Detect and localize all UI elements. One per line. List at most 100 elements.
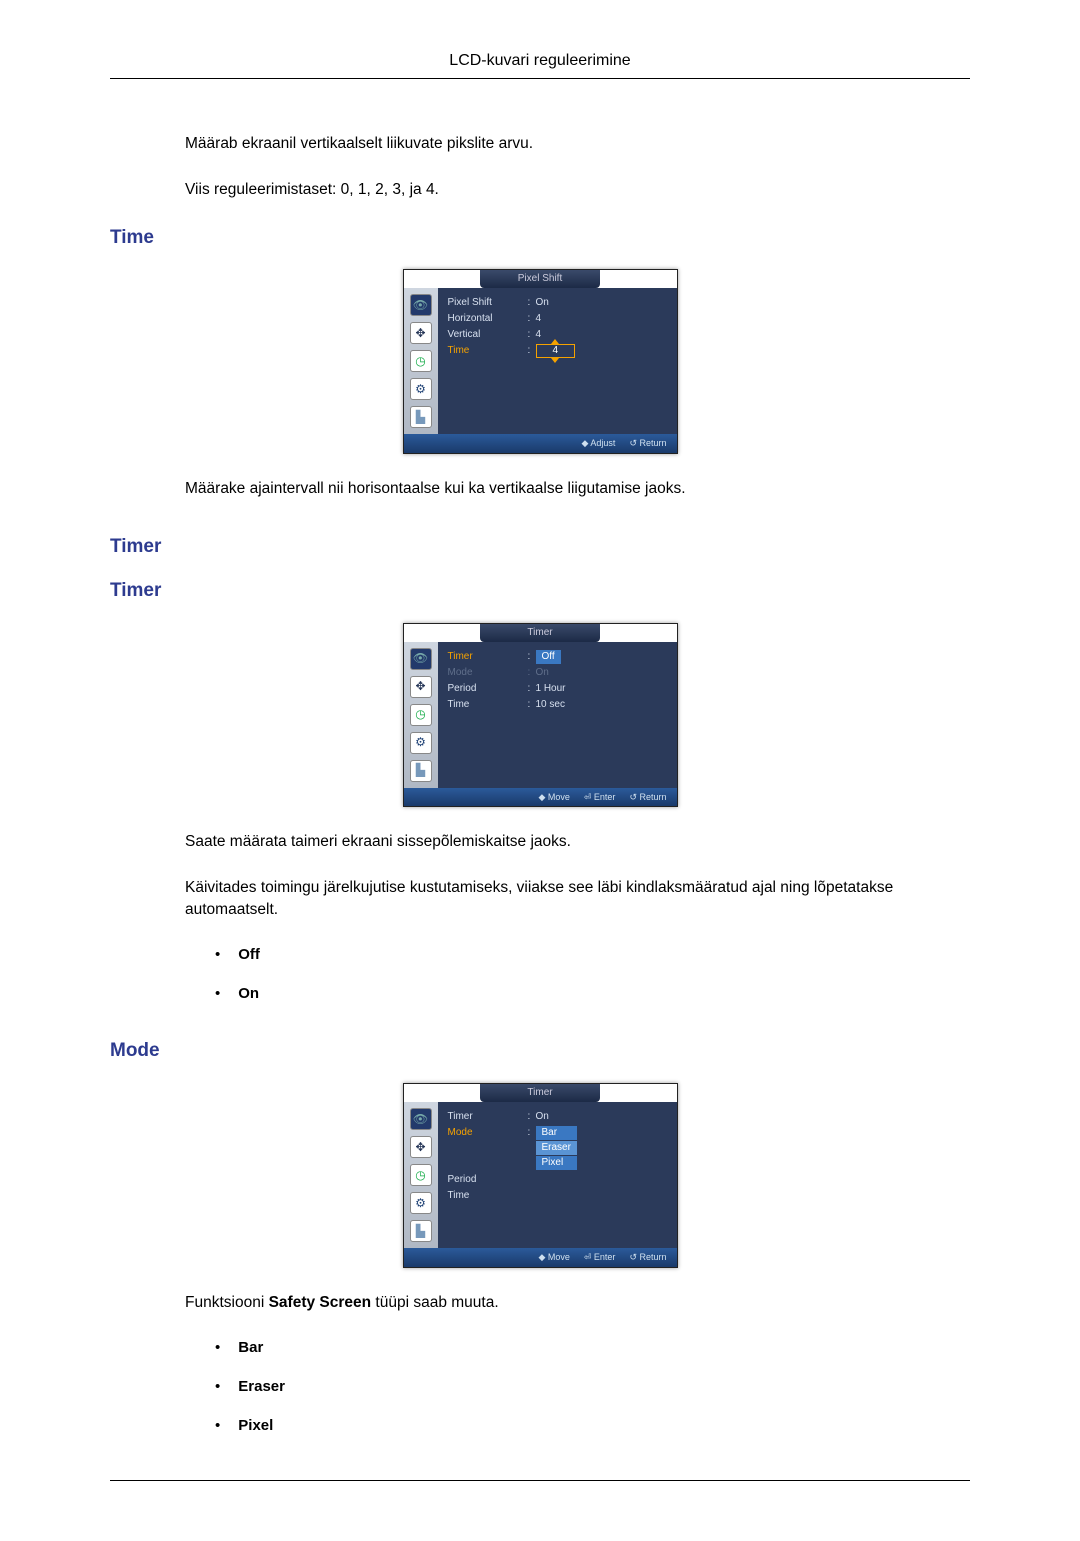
clock-icon: ◷ xyxy=(410,1164,432,1186)
mode-options-list: Bar Eraser Pixel xyxy=(215,1337,970,1436)
menu-label: Pixel Shift xyxy=(448,296,528,310)
timer-options-list: Off On xyxy=(215,944,970,1004)
page-header: LCD-kuvari reguleerimine xyxy=(110,50,970,79)
menu-value: 4 xyxy=(536,328,542,342)
chart-icon: ▙ xyxy=(410,760,432,782)
section-heading-time: Time xyxy=(110,225,970,252)
colon: : xyxy=(528,1126,536,1140)
colon: : xyxy=(528,344,536,358)
spinner-number: 4 xyxy=(553,345,559,356)
menu-row-active: Timer : Off xyxy=(448,650,667,664)
screenshot-icon-column: 👁 ✥ ◷ ⚙ ▙ xyxy=(404,288,438,434)
menu-row: Timer : On xyxy=(448,1110,667,1124)
menu-label: Period xyxy=(448,682,528,696)
screenshot-list: Timer : Off Mode : On Period : 1 Hour Ti… xyxy=(438,642,677,788)
list-item: Off xyxy=(215,944,970,965)
clock-icon: ◷ xyxy=(410,704,432,726)
footer-hint: ◆ Move xyxy=(538,791,569,804)
screenshot-body: 👁 ✥ ◷ ⚙ ▙ Timer : Off Mode : On Period :… xyxy=(404,642,677,788)
screenshot-footer: ◆ Move ⏎ Enter ↺ Return xyxy=(404,1248,677,1267)
menu-label: Timer xyxy=(448,650,528,664)
menu-value: On xyxy=(536,1110,549,1124)
menu-row-active: Time : 4 xyxy=(448,344,667,358)
menu-value: 10 sec xyxy=(536,698,565,712)
clock-icon: ◷ xyxy=(410,350,432,372)
footer-hint: ↺ Return xyxy=(629,791,666,804)
timer-description-1: Saate määrata taimeri ekraani sissepõlem… xyxy=(185,831,970,853)
footer-hint: ↺ Return xyxy=(629,437,666,450)
time-description: Määrake ajaintervall nii horisontaalse k… xyxy=(185,478,970,500)
menu-label: Time xyxy=(448,698,528,712)
option-label: Eraser xyxy=(238,1376,285,1397)
eye-icon: 👁 xyxy=(410,648,432,670)
screenshot-list: Timer : On Mode : Bar Eraser Pixel Perio… xyxy=(438,1102,677,1248)
list-item: Pixel xyxy=(215,1415,970,1436)
screenshot-footer: ◆ Move ⏎ Enter ↺ Return xyxy=(404,788,677,807)
triangle-up-icon xyxy=(551,339,559,344)
eye-icon: 👁 xyxy=(410,1108,432,1130)
menu-value: 1 Hour xyxy=(536,682,566,696)
list-item: Bar xyxy=(215,1337,970,1358)
mode-option: Bar xyxy=(536,1126,577,1140)
screenshot-title-tab: Pixel Shift xyxy=(480,270,600,288)
mode-description: Funktsiooni Safety Screen tüüpi saab muu… xyxy=(185,1292,970,1314)
menu-row: Period : 1 Hour xyxy=(448,682,667,696)
menu-label: Horizontal xyxy=(448,312,528,326)
menu-label: Timer xyxy=(448,1110,528,1124)
menu-label: Mode xyxy=(448,1126,528,1140)
screenshot-mode: Timer 👁 ✥ ◷ ⚙ ▙ Timer : On Mode : Bar Er… xyxy=(403,1083,678,1268)
option-label: Pixel xyxy=(238,1415,273,1436)
colon: : xyxy=(528,666,536,680)
menu-row: Mode : On xyxy=(448,666,667,680)
mode-option: Pixel xyxy=(536,1156,577,1170)
colon: : xyxy=(528,312,536,326)
gear-icon: ⚙ xyxy=(410,1192,432,1214)
gear-icon: ⚙ xyxy=(410,378,432,400)
menu-label: Vertical xyxy=(448,328,528,342)
intro-para-1: Määrab ekraanil vertikaalselt liikuvate … xyxy=(185,133,970,155)
timer-description-2: Käivitades toimingu järelkujutise kustut… xyxy=(185,877,970,920)
menu-row: Time xyxy=(448,1189,667,1203)
spinner-value: 4 xyxy=(536,344,576,358)
colon: : xyxy=(528,682,536,696)
gear-icon: ⚙ xyxy=(410,732,432,754)
screenshot-icon-column: 👁 ✥ ◷ ⚙ ▙ xyxy=(404,1102,438,1248)
option-label: Bar xyxy=(238,1337,263,1358)
screenshot-pixel-shift: Pixel Shift 👁 ✥ ◷ ⚙ ▙ Pixel Shift : On H… xyxy=(403,269,678,454)
section-heading-timer-2: Timer xyxy=(110,578,970,605)
screenshot-body: 👁 ✥ ◷ ⚙ ▙ Pixel Shift : On Horizontal : … xyxy=(404,288,677,434)
arrows-icon: ✥ xyxy=(410,1136,432,1158)
arrows-icon: ✥ xyxy=(410,676,432,698)
menu-label: Time xyxy=(448,1189,528,1203)
colon: : xyxy=(528,650,536,664)
colon: : xyxy=(528,1110,536,1124)
mode-desc-pre: Funktsiooni xyxy=(185,1294,269,1311)
screenshot-body: 👁 ✥ ◷ ⚙ ▙ Timer : On Mode : Bar Eraser P… xyxy=(404,1102,677,1248)
section-heading-mode: Mode xyxy=(110,1038,970,1065)
arrows-icon: ✥ xyxy=(410,322,432,344)
footer-hint: ◆ Move xyxy=(538,1251,569,1264)
intro-para-2: Viis reguleerimistaset: 0, 1, 2, 3, ja 4… xyxy=(185,179,970,201)
menu-value-dim: On xyxy=(536,666,549,680)
mode-desc-bold: Safety Screen xyxy=(269,1294,372,1311)
mode-desc-post: tüüpi saab muuta. xyxy=(371,1294,499,1311)
screenshot-footer: ◆ Adjust ↺ Return xyxy=(404,434,677,453)
eye-icon: 👁 xyxy=(410,294,432,316)
footer-hint: ◆ Adjust xyxy=(581,437,615,450)
menu-row: Pixel Shift : On xyxy=(448,296,667,310)
footer-hint: ⏎ Enter xyxy=(584,791,616,804)
menu-value-highlight: Off xyxy=(536,650,561,664)
page-title: LCD-kuvari reguleerimine xyxy=(449,52,630,69)
menu-value: On xyxy=(536,296,549,310)
colon: : xyxy=(528,698,536,712)
footer-hint: ↺ Return xyxy=(629,1251,666,1264)
option-label: On xyxy=(238,983,259,1004)
screenshot-timer: Timer 👁 ✥ ◷ ⚙ ▙ Timer : Off Mode : On Pe… xyxy=(403,623,678,808)
triangle-down-icon xyxy=(551,358,559,363)
colon: : xyxy=(528,328,536,342)
menu-row: Period xyxy=(448,1173,667,1187)
menu-value: 4 xyxy=(536,312,542,326)
mode-option-selected: Eraser xyxy=(536,1141,577,1155)
chart-icon: ▙ xyxy=(410,406,432,428)
list-item: Eraser xyxy=(215,1376,970,1397)
